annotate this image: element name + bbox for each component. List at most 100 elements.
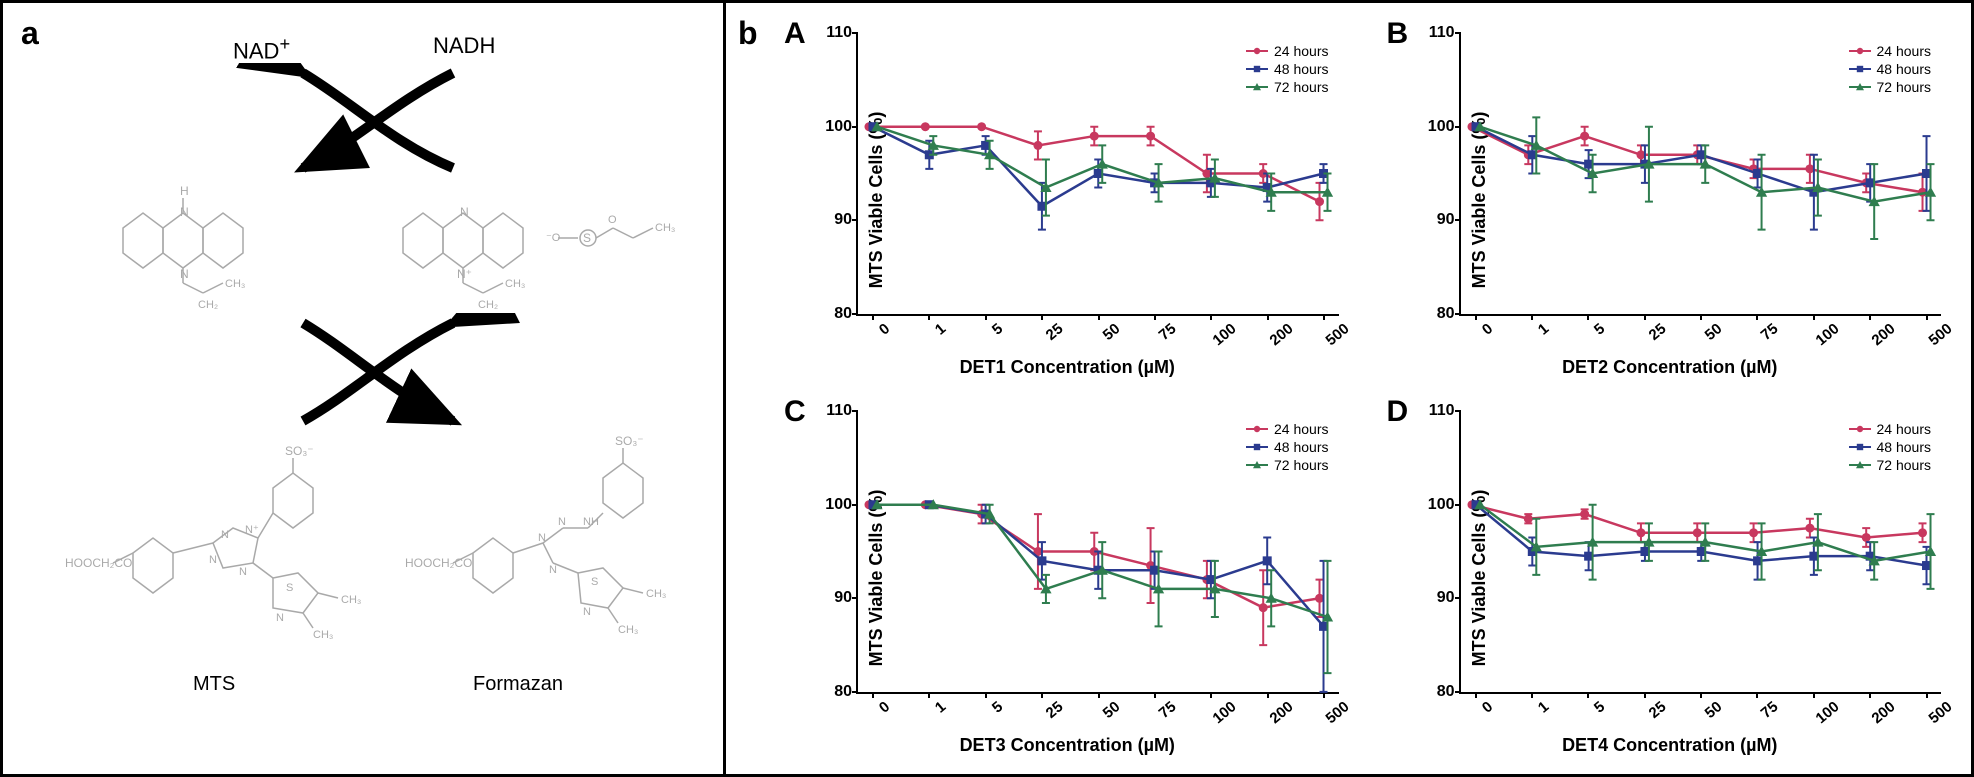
legend-text: 24 hours <box>1877 43 1931 59</box>
x-tick <box>1210 692 1212 698</box>
mts-label: MTS <box>193 673 235 696</box>
legend-text: 72 hours <box>1274 457 1328 473</box>
exchange-arrows-top <box>223 63 523 183</box>
plot-area: 24 hours48 hours72 hours8090100110015255… <box>1459 33 1942 316</box>
legend-marker-icon <box>1849 82 1871 92</box>
svg-text:CH₃: CH₃ <box>313 629 333 641</box>
legend-item: 48 hours <box>1246 439 1328 455</box>
svg-text:HOOCH₂CO: HOOCH₂CO <box>65 556 132 570</box>
x-tick-label: 1 <box>1530 314 1552 339</box>
svg-text:O: O <box>608 214 617 226</box>
svg-text:S: S <box>583 231 591 245</box>
y-tick-label: 110 <box>826 24 858 42</box>
x-axis-label: DET4 Concentration (µM) <box>1562 735 1777 756</box>
phenazine-ethosulfate-icon: N N⁺ CH₂ CH₃ ⁻O S O CH₃ <box>383 183 683 313</box>
mts-structure-icon: HOOCH₂CO SO₃⁻ N N⁺ N N S N CH₃ CH₃ <box>63 433 383 663</box>
svg-text:SO₃⁻: SO₃⁻ <box>615 434 644 448</box>
legend-marker-icon <box>1246 82 1268 92</box>
panel-a: a NAD+ NAD H <box>3 3 723 774</box>
x-tick <box>1869 692 1871 698</box>
svg-text:HOOCH₂CO: HOOCH₂CO <box>405 556 472 570</box>
legend-text: 24 hours <box>1274 421 1328 437</box>
x-tick-label: 1 <box>1530 692 1552 717</box>
figure-container: a NAD+ NAD H <box>0 0 1974 777</box>
plot-area: 24 hours48 hours72 hours8090100110015255… <box>1459 411 1942 694</box>
y-tick-label: 100 <box>825 496 858 514</box>
legend-item: 72 hours <box>1849 79 1931 95</box>
nad-text: NAD <box>233 38 279 63</box>
x-tick <box>1869 314 1871 320</box>
x-tick-label: 5 <box>984 314 1006 339</box>
legend-marker-icon <box>1246 442 1268 452</box>
svg-text:N: N <box>221 529 229 541</box>
x-tick-label: 0 <box>871 314 893 339</box>
legend-item: 24 hours <box>1849 43 1931 59</box>
legend-marker-icon <box>1246 460 1268 470</box>
plot-area: 24 hours48 hours72 hours8090100110015255… <box>856 33 1339 316</box>
x-tick <box>1267 692 1269 698</box>
y-tick-label: 80 <box>1437 305 1461 323</box>
svg-text:CH₃: CH₃ <box>341 594 361 606</box>
sub-chart-label: A <box>784 17 806 51</box>
svg-text:CH₃: CH₃ <box>618 624 638 636</box>
legend-text: 48 hours <box>1274 439 1328 455</box>
legend-marker-icon <box>1849 64 1871 74</box>
legend-marker-icon <box>1849 46 1871 56</box>
nad-super: + <box>279 33 290 54</box>
legend-text: 48 hours <box>1274 61 1328 77</box>
svg-text:CH₂: CH₂ <box>198 299 218 311</box>
nad-plus-label: NAD+ <box>233 33 290 64</box>
y-tick-label: 90 <box>834 589 858 607</box>
svg-text:S: S <box>591 576 598 588</box>
x-tick-label: 5 <box>984 692 1006 717</box>
svg-text:CH₂: CH₂ <box>478 299 498 311</box>
legend-item: 72 hours <box>1849 457 1931 473</box>
legend-marker-icon <box>1246 46 1268 56</box>
legend-marker-icon <box>1849 460 1871 470</box>
dihydro-phenazine-icon: H N N CH₂ CH₃ <box>103 183 353 313</box>
svg-text:N: N <box>549 564 557 576</box>
legend-marker-icon <box>1849 442 1871 452</box>
x-tick <box>1813 692 1815 698</box>
y-tick-label: 100 <box>1428 496 1461 514</box>
svg-text:S: S <box>286 582 293 594</box>
x-tick-label: 0 <box>1473 692 1495 717</box>
y-tick-label: 110 <box>1429 24 1461 42</box>
legend-text: 48 hours <box>1877 61 1931 77</box>
panel-label-a: a <box>21 15 39 52</box>
y-tick-label: 80 <box>834 305 858 323</box>
x-tick <box>1323 314 1325 320</box>
exchange-arrows-bottom <box>223 313 523 433</box>
x-tick-label: 1 <box>927 692 949 717</box>
svg-text:N: N <box>276 612 284 624</box>
x-tick <box>1210 314 1212 320</box>
legend: 24 hours 48 hours 72 hours <box>1246 421 1328 475</box>
legend: 24 hours48 hours72 hours <box>1246 43 1328 97</box>
legend: 24 hours 48 hours 72 hours <box>1849 43 1931 97</box>
x-tick-label: 1 <box>927 314 949 339</box>
legend-item: 72 hours <box>1246 79 1328 95</box>
svg-text:H: H <box>180 184 189 198</box>
svg-text:N: N <box>180 205 189 219</box>
y-tick-label: 110 <box>826 402 858 420</box>
y-tick-label: 80 <box>1437 683 1461 701</box>
y-tick-label: 110 <box>1429 402 1461 420</box>
chart-a: AMTS Viable Cells (%)DET1 Concentration … <box>776 13 1359 386</box>
plot-area: 24 hours48 hours72 hours8090100110015255… <box>856 411 1339 694</box>
legend-text: 72 hours <box>1877 79 1931 95</box>
chart-d: DMTS Viable Cells (%)DET4 Concentration … <box>1379 391 1962 764</box>
x-tick-label: 5 <box>1586 314 1608 339</box>
legend-item: 48 hours <box>1849 439 1931 455</box>
sub-chart-label: C <box>784 395 806 429</box>
chart-grid: AMTS Viable Cells (%)DET1 Concentration … <box>776 13 1961 764</box>
legend-text: 72 hours <box>1877 457 1931 473</box>
svg-text:CH₃: CH₃ <box>505 278 525 290</box>
reaction-diagram: NAD+ NAD H <box>63 33 683 753</box>
legend-text: 24 hours <box>1877 421 1931 437</box>
x-axis-label: DET3 Concentration (µM) <box>960 735 1175 756</box>
svg-text:CH₃: CH₃ <box>225 278 245 290</box>
svg-text:SO₃⁻: SO₃⁻ <box>285 444 314 458</box>
y-tick-label: 100 <box>1428 118 1461 136</box>
x-tick-label: 0 <box>1473 314 1495 339</box>
legend: 24 hours 48 hours 72 hours <box>1849 421 1931 475</box>
